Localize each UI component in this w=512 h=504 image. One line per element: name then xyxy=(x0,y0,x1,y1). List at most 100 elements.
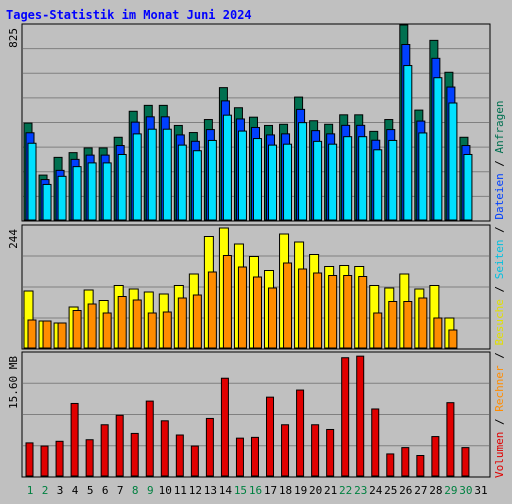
bar-seiten xyxy=(313,140,323,221)
bar-rechner xyxy=(448,329,458,349)
bar-volumen xyxy=(401,447,410,477)
legend-besuche: Besuche xyxy=(493,299,506,345)
x-tick-label: 6 xyxy=(102,484,109,497)
bar-seiten xyxy=(433,77,443,221)
bar-rechner xyxy=(373,312,383,349)
bar-rechner xyxy=(433,317,443,349)
bar-rechner xyxy=(177,297,187,349)
bar-volumen xyxy=(461,447,470,477)
legend-anfragen: Anfragen xyxy=(493,100,506,153)
bar-seiten xyxy=(192,150,202,221)
bar-seiten xyxy=(252,138,262,221)
bar-rechner xyxy=(162,311,172,349)
legend-separator: / xyxy=(493,412,506,432)
bar-seiten xyxy=(222,114,232,221)
legend-separator: / xyxy=(493,220,506,240)
bar-seiten xyxy=(463,153,473,221)
bar-rechner xyxy=(283,262,293,349)
bar-seiten xyxy=(418,132,428,221)
bar-seiten xyxy=(448,102,458,221)
bar-volumen xyxy=(431,436,440,477)
bar-volumen xyxy=(281,424,290,477)
bar-rechner xyxy=(42,320,52,349)
bar-rechner xyxy=(207,271,217,349)
panel-frame xyxy=(21,224,491,350)
y-max-label: 15.60 MB xyxy=(7,356,20,409)
bar-seiten xyxy=(328,143,338,221)
panel-frame xyxy=(21,351,491,478)
bar-volumen xyxy=(371,408,380,477)
x-tick-label: 17 xyxy=(264,484,277,497)
bar-seiten xyxy=(162,128,172,221)
bar-seiten xyxy=(102,162,112,221)
bar-volumen xyxy=(296,389,305,477)
bar-rechner xyxy=(403,301,413,349)
x-tick-label: 15 xyxy=(234,484,247,497)
x-tick-label: 19 xyxy=(294,484,307,497)
legend-separator: / xyxy=(493,153,506,173)
bar-volumen xyxy=(326,428,335,477)
bar-rechner xyxy=(132,299,142,349)
bar-rechner xyxy=(117,296,127,349)
legend-separator: / xyxy=(493,279,506,299)
bar-volumen xyxy=(205,417,214,477)
bar-volumen xyxy=(341,357,350,477)
x-tick-label: 21 xyxy=(324,484,337,497)
x-tick-label: 29 xyxy=(444,484,457,497)
x-tick-label: 27 xyxy=(414,484,427,497)
x-tick-label: 12 xyxy=(189,484,202,497)
x-tick-label: 28 xyxy=(429,484,442,497)
x-tick-label: 5 xyxy=(87,484,94,497)
x-axis-labels: 1 2 3 4 5 6 7 8 9 10 11 12 13 14 15 16 17 18 19 20 21 22 23 24 2… xyxy=(27,484,488,497)
bar-seiten xyxy=(27,142,37,221)
panel-gridlines xyxy=(23,48,489,447)
x-tick-label: 24 xyxy=(369,484,383,497)
x-tick-label: 23 xyxy=(354,484,367,497)
bar-rechner xyxy=(252,276,262,349)
x-tick-label: 10 xyxy=(159,484,172,497)
bar-volumen xyxy=(266,396,275,477)
legend-text: Volumen / Rechner / Besuche / Seiten / D… xyxy=(493,100,506,478)
bar-volumen xyxy=(40,445,49,477)
x-tick-label: 20 xyxy=(309,484,322,497)
bar-seiten xyxy=(268,144,278,221)
bar-seiten xyxy=(358,136,368,221)
bar-rechner xyxy=(388,301,398,349)
panel-marks xyxy=(23,24,473,477)
bar-rechner xyxy=(222,255,232,349)
axis-labels: 825 244 15.60 MB xyxy=(7,28,20,409)
bar-rechner xyxy=(192,294,202,349)
bar-seiten xyxy=(283,143,293,221)
chart-title: Tages-Statistik im Monat Juni 2024 xyxy=(6,8,252,22)
bar-volumen xyxy=(160,420,169,477)
x-tick-label: 3 xyxy=(57,484,64,497)
bar-rechner xyxy=(72,310,82,349)
x-tick-label: 1 xyxy=(27,484,34,497)
bar-rechner xyxy=(313,272,323,349)
bar-seiten xyxy=(72,166,82,221)
x-tick-label: 9 xyxy=(147,484,154,497)
bar-seiten xyxy=(207,139,217,221)
bar-seiten xyxy=(388,139,398,221)
bar-rechner xyxy=(147,312,157,349)
x-tick-label: 16 xyxy=(249,484,262,497)
x-tick-label: 8 xyxy=(132,484,139,497)
legend-dateien: Dateien xyxy=(493,173,506,219)
bar-seiten xyxy=(117,153,127,221)
bar-rechner xyxy=(328,275,338,349)
bar-volumen xyxy=(250,436,259,477)
bar-rechner xyxy=(298,268,308,349)
bar-volumen xyxy=(25,442,34,477)
panel-frames xyxy=(21,23,491,478)
bar-volumen xyxy=(416,455,425,477)
bar-volumen xyxy=(85,439,94,477)
bar-volumen xyxy=(55,440,64,477)
bar-rechner xyxy=(102,312,112,349)
bar-seiten xyxy=(132,133,142,221)
bar-volumen xyxy=(356,355,365,477)
bar-seiten xyxy=(403,65,413,221)
bar-rechner xyxy=(343,275,353,349)
bar-volumen xyxy=(70,402,79,477)
bar-seiten xyxy=(237,130,247,221)
